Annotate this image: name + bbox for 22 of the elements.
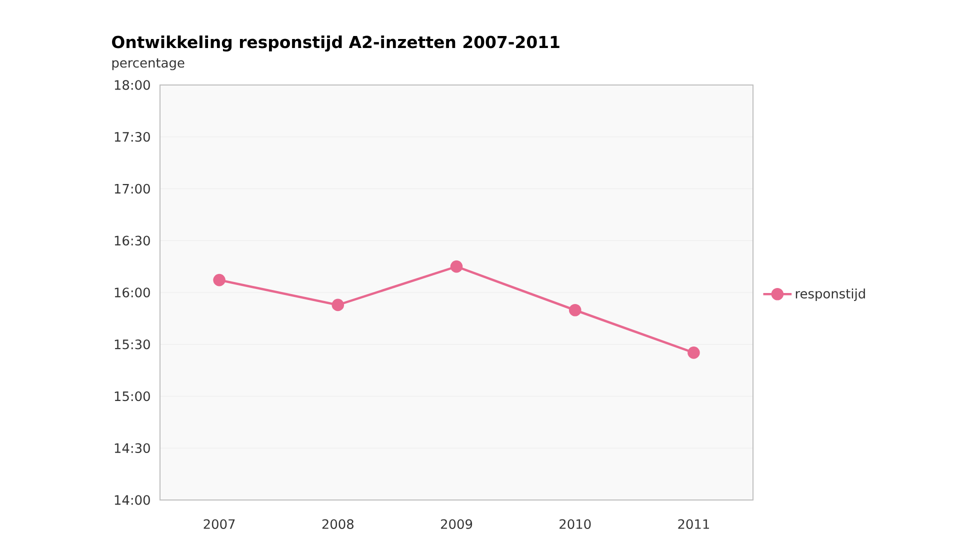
x-tick-label: 2008 <box>322 519 354 529</box>
x-tick-label: 2010 <box>560 519 591 529</box>
point <box>450 260 463 273</box>
y-tick-label: 18:00 <box>114 80 150 90</box>
y-axis-title: percentage <box>112 58 184 70</box>
point <box>688 346 700 359</box>
x-tick-label: 2007 <box>204 519 235 529</box>
y-tick-label: 14:00 <box>114 495 150 505</box>
y-tick-label: 15:00 <box>114 391 150 402</box>
y-tick-label: 15:30 <box>114 339 150 350</box>
x-tick-label: 2009 <box>440 519 472 529</box>
point <box>332 298 344 312</box>
y-tick-label: 16:30 <box>114 236 150 246</box>
y-tick-label: 14:30 <box>114 443 150 454</box>
y-tick-label: 16:00 <box>114 288 150 298</box>
point <box>213 274 226 286</box>
legend-label: responstijd <box>796 288 865 302</box>
point <box>568 304 582 316</box>
x-tick-label: 2011 <box>678 519 709 529</box>
chart-title: Ontwikkeling responstijd A2-inzetten 2007-2011 <box>112 36 560 52</box>
y-tick-label: 17:00 <box>114 184 150 194</box>
y-tick-label: 17:30 <box>114 132 150 142</box>
